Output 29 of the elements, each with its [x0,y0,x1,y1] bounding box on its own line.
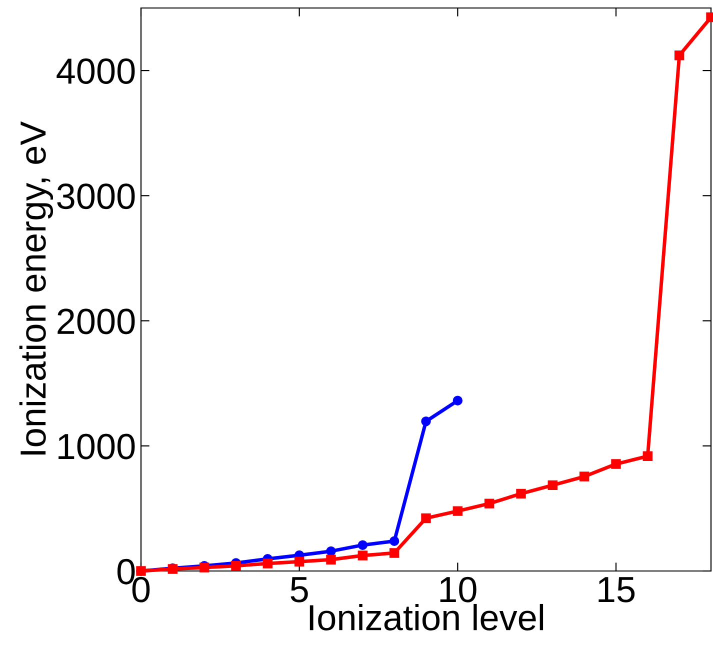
point [579,472,590,482]
x-tick-label: 15 [598,577,635,602]
y-axis-title: Ionization energy, eV [19,121,54,454]
y-tick-label: 1000 [58,434,135,460]
point [642,451,653,462]
point [294,556,304,566]
point [262,558,273,568]
point [326,554,336,564]
point [389,536,400,546]
x-tick-label: 5 [290,577,308,602]
point [452,506,463,516]
point [358,540,368,550]
point [326,546,336,556]
point [674,50,684,60]
x-tick-label: 10 [440,576,476,602]
point [516,488,526,499]
point [611,459,621,469]
x-axis-title: Ionization level [310,604,544,630]
point [421,513,431,524]
point [548,480,558,490]
point [358,550,368,560]
point [452,396,463,406]
y-tick-label: 3000 [57,184,135,210]
y-tick-label: 2000 [58,308,135,334]
point [231,561,241,571]
point [389,548,400,558]
y-tick-label: 4000 [56,58,135,84]
point [484,498,494,508]
point [421,416,431,426]
